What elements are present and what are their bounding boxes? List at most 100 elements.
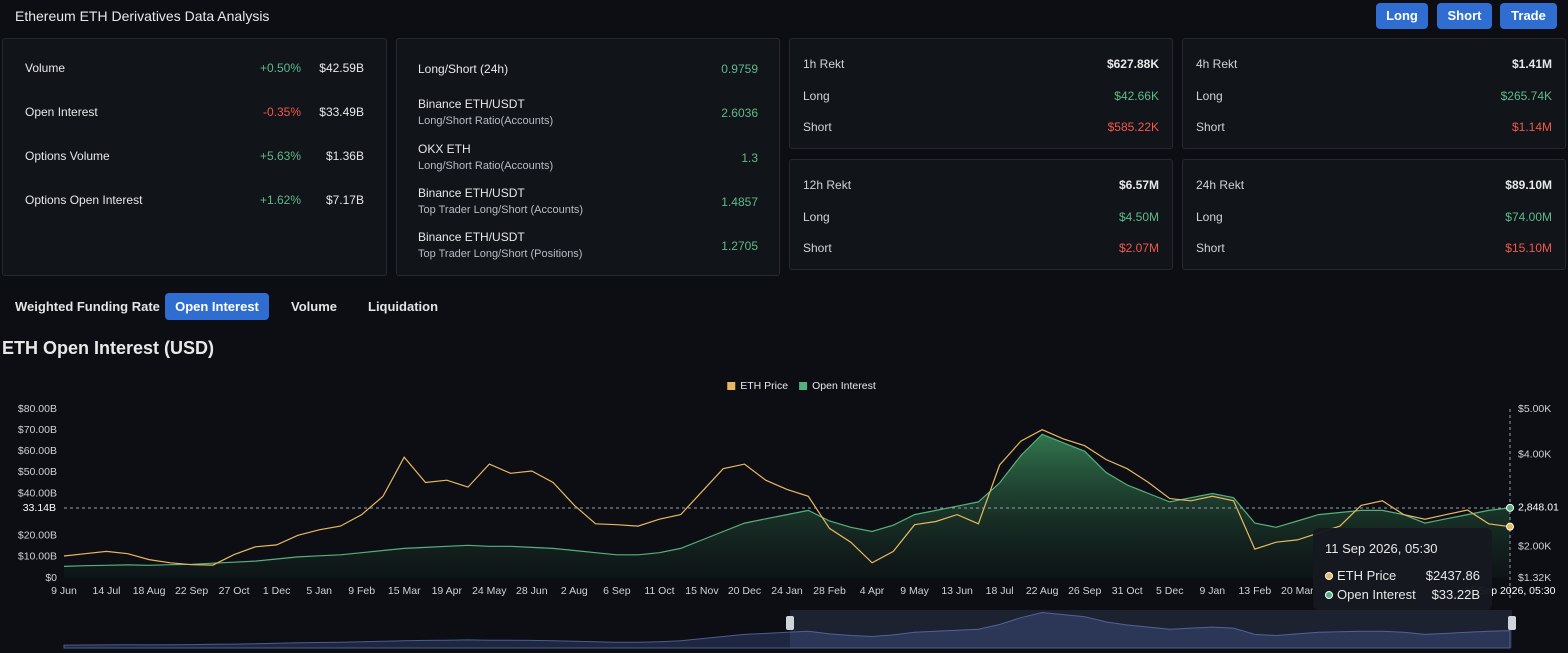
y-tick-label: $50.00B bbox=[18, 466, 57, 478]
rekt-label: Short bbox=[1196, 120, 1225, 134]
navigator-handle[interactable] bbox=[786, 616, 794, 630]
market-card: Volume +0.50% $42.59B Open Interest -0.35% $3… bbox=[2, 38, 387, 276]
ratio-value: 1.4857 bbox=[721, 194, 758, 209]
stat-label: Options Volume bbox=[25, 149, 110, 163]
rekt-value: $265.74K bbox=[1500, 88, 1552, 103]
tooltip-dot bbox=[1325, 572, 1333, 580]
chart-title: ETH Open Interest (USD) bbox=[2, 338, 215, 358]
legend-swatch bbox=[727, 382, 736, 390]
tooltip-dot bbox=[1325, 591, 1333, 599]
short-button[interactable]: Short bbox=[1437, 3, 1492, 29]
rekt-value: $2.07M bbox=[1118, 241, 1159, 255]
y2-tick-label: $1.32K bbox=[1518, 572, 1551, 584]
ratio-sub: Top Trader Long/Short (Positions) bbox=[418, 248, 583, 261]
rekt-value: $4.50M bbox=[1118, 209, 1159, 224]
ratio-value: 1.3 bbox=[741, 150, 758, 165]
ratio-label: Long/Short (24h) bbox=[418, 62, 509, 76]
hover-dot bbox=[1506, 503, 1514, 512]
ratio-sub: Long/Short Ratio(Accounts) bbox=[418, 115, 554, 128]
rekt-value: $74.00M bbox=[1505, 209, 1552, 224]
x-tick-label: 5 Jan bbox=[306, 585, 332, 597]
x-tick-label: 6 Sep bbox=[603, 585, 631, 597]
tooltip-name: ETH Price bbox=[1337, 568, 1397, 583]
x-tick-label: 4 Apr bbox=[860, 585, 885, 597]
x-tick-label: 24 May bbox=[472, 585, 507, 597]
x-tick-label: 18 Jul bbox=[986, 585, 1014, 597]
tooltip-value: $2437.86 bbox=[1425, 568, 1480, 583]
rekt-card: 12h Rekt $6.57M Long $4.50M Short $2.07M bbox=[789, 159, 1173, 270]
stat-value: $1.36B bbox=[325, 149, 364, 163]
stat-value: $33.49B bbox=[319, 105, 364, 119]
x-tick-label: 9 Feb bbox=[348, 585, 375, 597]
ratio-value: 1.2705 bbox=[721, 239, 758, 254]
y2-tick-label: $4.00K bbox=[1518, 449, 1551, 461]
stat-label: Options Open Interest bbox=[25, 193, 143, 207]
page-title: Ethereum ETH Derivatives Data Analysis bbox=[15, 8, 270, 24]
y-tick-label: $40.00B bbox=[18, 487, 57, 499]
tooltip-title: 11 Sep 2026, 05:30 bbox=[1325, 541, 1438, 556]
rekt-value: $627.88K bbox=[1106, 57, 1159, 71]
tab[interactable]: Open Interest bbox=[165, 293, 269, 320]
stat-change: +1.62% bbox=[259, 193, 301, 207]
legend-swatch bbox=[799, 382, 808, 390]
x-tick-label: 5 Dec bbox=[1156, 585, 1183, 597]
rekt-label: 4h Rekt bbox=[1196, 57, 1238, 71]
tab[interactable]: Volume bbox=[291, 299, 337, 314]
ratio-label: Binance ETH/USDT bbox=[418, 230, 525, 245]
crosshair-y2-label: 2,848.01 bbox=[1518, 502, 1559, 514]
rekt-label: Short bbox=[803, 241, 832, 255]
x-tick-label: 18 Aug bbox=[133, 585, 166, 597]
x-tick-label: 14 Jul bbox=[93, 585, 121, 597]
rekt-label: Long bbox=[803, 209, 830, 224]
long-button[interactable]: Long bbox=[1376, 3, 1428, 29]
rekt-label: Short bbox=[1196, 241, 1225, 255]
y2-tick-label: $5.00K bbox=[1518, 403, 1551, 415]
rekt-value: $1.14M bbox=[1511, 120, 1552, 134]
x-tick-label: 26 Sep bbox=[1068, 585, 1101, 597]
tooltip-name: Open Interest bbox=[1337, 587, 1416, 602]
y-tick-label: $60.00B bbox=[18, 445, 57, 457]
crosshair-label-bg bbox=[18, 499, 60, 516]
rekt-label: Long bbox=[803, 88, 830, 103]
tab[interactable]: Liquidation bbox=[368, 299, 439, 314]
stat-label: Volume bbox=[25, 61, 66, 75]
x-tick-label: 19 Apr bbox=[432, 585, 463, 597]
stat-value: $7.17B bbox=[325, 193, 364, 207]
tab[interactable]: Weighted Funding Rate bbox=[15, 299, 160, 314]
x-tick-label: 15 Nov bbox=[685, 585, 719, 597]
crosshair-y-label: 33.14B bbox=[23, 502, 56, 514]
x-tick-label: 15 Mar bbox=[388, 585, 421, 597]
x-tick-label: 1 Dec bbox=[263, 585, 290, 597]
rekt-value: $585.22K bbox=[1107, 120, 1159, 134]
x-tick-label: 22 Aug bbox=[1026, 585, 1059, 597]
navigator-area bbox=[63, 611, 1511, 649]
x-tick-label: 31 Oct bbox=[1112, 585, 1143, 597]
tooltip: 11 Sep 2026, 05:30 ETH Price $2437.86 Open… bbox=[1313, 528, 1492, 610]
ratio-sub: Long/Short Ratio(Accounts) bbox=[418, 159, 554, 172]
ratio-sub: Top Trader Long/Short (Accounts) bbox=[418, 203, 584, 216]
x-tick-label: 28 Jun bbox=[516, 585, 548, 597]
rekt-label: 1h Rekt bbox=[803, 57, 845, 71]
rekt-value: $42.66K bbox=[1114, 88, 1159, 103]
line bbox=[63, 429, 1511, 566]
navigator-handle[interactable] bbox=[1508, 616, 1516, 630]
rekt-label: 24h Rekt bbox=[1196, 178, 1245, 192]
trade-button[interactable]: Trade bbox=[1500, 3, 1557, 29]
ratio-label: Binance ETH/USDT bbox=[418, 185, 525, 200]
y-tick-label: $0 bbox=[45, 572, 57, 584]
x-tick-label: 13 Feb bbox=[1238, 585, 1271, 597]
rekt-card: 4h Rekt $1.41M Long $265.74K Short $1.14M bbox=[1182, 38, 1566, 149]
long-short-card: Long/Short (24h) 0.9759 Binance ETH/USDT Lo… bbox=[396, 38, 780, 276]
line bbox=[63, 433, 1511, 567]
x-tick-label: 22 Sep bbox=[175, 585, 208, 597]
y-tick-label: $80.00B bbox=[18, 403, 57, 415]
x-tick-label: 9 Jun bbox=[51, 585, 77, 597]
rekt-label: Long bbox=[1196, 209, 1223, 224]
x-tick-label: 11 Oct bbox=[644, 585, 674, 597]
legend: ETH Price Open Interest bbox=[727, 380, 876, 392]
x-tick-label: 9 May bbox=[900, 585, 929, 597]
x-tick-label: 2 Aug bbox=[561, 585, 588, 597]
hover-dot bbox=[1506, 522, 1514, 531]
stat-value: $42.59B bbox=[319, 61, 364, 75]
